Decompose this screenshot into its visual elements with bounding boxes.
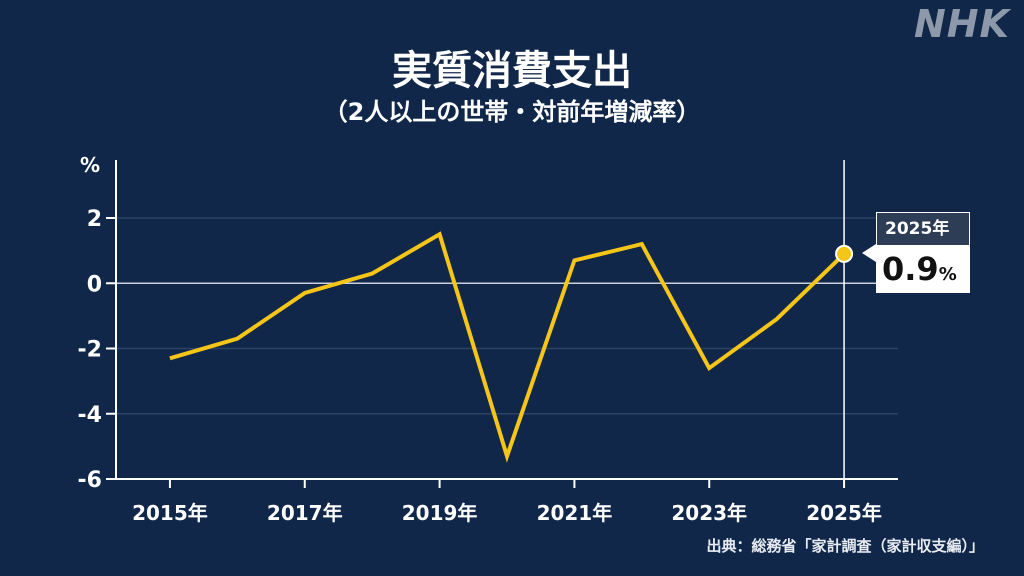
x-tick-label: 2025年 (806, 501, 882, 525)
x-tick-label: 2017年 (267, 501, 343, 525)
source-note: 出典：総務省「家計調査（家計収支編）」 (706, 537, 984, 555)
nhk-logo: NHK (913, 2, 1010, 46)
chart-subtitle: （2人以上の世帯・対前年増減率） (323, 98, 701, 126)
y-tick-label: 0 (87, 272, 102, 297)
x-tick-label: 2015年 (132, 501, 208, 525)
callout-value-box: 0.9% (876, 245, 970, 293)
y-tick-label: -2 (78, 338, 102, 363)
x-tick-label: 2023年 (671, 501, 747, 525)
y-tick-label: -4 (78, 403, 102, 428)
x-tick-label: 2019年 (402, 501, 478, 525)
y-axis-label: % (80, 153, 100, 177)
chart-title: 実質消費支出 (392, 48, 632, 94)
x-tick-label: 2021年 (537, 501, 613, 525)
data-line (169, 231, 846, 463)
callout-unit: % (938, 264, 957, 285)
callout-value: 0.9 (882, 250, 939, 288)
value-callout: 2025年 0.9% (862, 212, 970, 293)
callout-label: 2025年 (876, 212, 970, 245)
callout-pointer (862, 244, 876, 262)
y-tick-label: 2 (87, 207, 102, 232)
y-tick-label: -6 (78, 468, 102, 493)
highlight-point (835, 244, 854, 263)
